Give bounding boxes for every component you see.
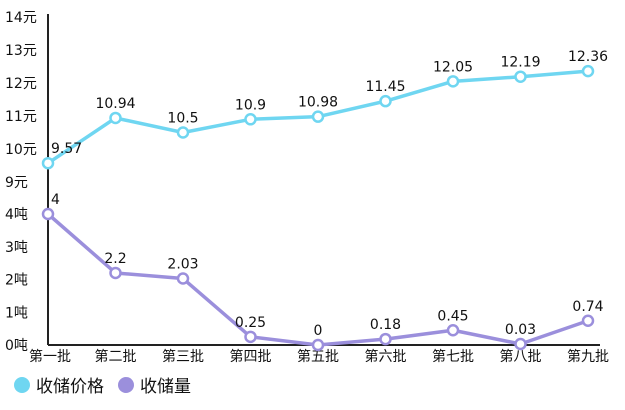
y-tick-label-volume: 2吨 bbox=[5, 273, 28, 289]
data-label: 0.18 bbox=[370, 317, 401, 333]
x-tick-label: 第一批 bbox=[29, 348, 71, 365]
x-tick-label: 第七批 bbox=[432, 348, 474, 365]
data-point[interactable] bbox=[379, 94, 392, 108]
data-point[interactable] bbox=[446, 75, 460, 88]
data-point[interactable] bbox=[244, 113, 257, 126]
data-label: 11.45 bbox=[365, 79, 405, 95]
legend-swatch-volume bbox=[118, 376, 134, 393]
x-tick-label: 第三批 bbox=[162, 348, 204, 365]
data-label: 0.74 bbox=[572, 299, 603, 315]
data-label: 0 bbox=[314, 323, 323, 339]
data-label: 0.03 bbox=[505, 322, 536, 338]
data-label: 0.25 bbox=[235, 315, 266, 331]
legend-label-price: 收储价格 bbox=[36, 377, 104, 397]
data-point[interactable] bbox=[581, 64, 595, 78]
y-tick-label-volume: 1吨 bbox=[5, 305, 28, 321]
y-tick-label-volume: 4吨 bbox=[5, 207, 28, 223]
legend-item-volume[interactable]: 收储量 bbox=[118, 372, 191, 397]
data-label: 12.36 bbox=[568, 49, 608, 65]
y-tick-label-volume: 0吨 bbox=[5, 338, 28, 354]
x-tick-label: 第四批 bbox=[230, 348, 272, 365]
data-point[interactable] bbox=[379, 332, 392, 346]
data-point[interactable] bbox=[514, 337, 527, 351]
y-tick-label-price: 10元 bbox=[5, 142, 37, 158]
data-point[interactable] bbox=[446, 324, 460, 337]
x-tick-label: 第二批 bbox=[95, 348, 137, 365]
data-label: 2.03 bbox=[167, 257, 198, 273]
data-point[interactable] bbox=[41, 156, 55, 170]
legend-swatch-price bbox=[14, 376, 30, 393]
x-tick-label: 第八批 bbox=[500, 348, 542, 365]
data-point[interactable] bbox=[514, 70, 527, 83]
data-point[interactable] bbox=[176, 272, 190, 285]
data-point[interactable] bbox=[244, 330, 257, 344]
data-label: 0.45 bbox=[437, 308, 468, 324]
legend-item-price[interactable]: 收储价格 bbox=[14, 372, 104, 397]
x-tick-label: 第九批 bbox=[567, 348, 609, 365]
data-label: 10.98 bbox=[298, 95, 338, 111]
y-tick-label-price: 14元 bbox=[5, 10, 37, 26]
legend: 收储价格 收储量 bbox=[14, 372, 205, 397]
data-point[interactable] bbox=[176, 126, 190, 139]
data-label: 10.5 bbox=[167, 111, 198, 127]
data-point[interactable] bbox=[311, 110, 325, 123]
series-layer: 9.57 10.94 10.5 10.9 10.98 11.45 12.05 12.19 12.… bbox=[41, 49, 608, 352]
y-tick-label-price: 9元 bbox=[5, 175, 28, 191]
data-point[interactable] bbox=[109, 266, 122, 280]
y-tick-label-price: 11元 bbox=[5, 109, 37, 125]
data-label: 4 bbox=[51, 192, 60, 208]
data-label: 10.9 bbox=[235, 97, 266, 113]
y-tick-label-price: 12元 bbox=[5, 76, 37, 92]
data-label: 12.05 bbox=[433, 59, 473, 75]
data-point[interactable] bbox=[311, 338, 325, 352]
data-point[interactable] bbox=[581, 314, 595, 328]
legend-label-volume: 收储量 bbox=[140, 377, 191, 397]
data-label: 10.94 bbox=[95, 96, 135, 112]
data-label: 2.2 bbox=[104, 251, 126, 267]
data-label: 9.57 bbox=[51, 141, 82, 157]
y-tick-label-price: 13元 bbox=[5, 43, 37, 59]
y-tick-label-volume: 3吨 bbox=[5, 240, 28, 256]
x-tick-label: 第五批 bbox=[297, 348, 339, 365]
data-point[interactable] bbox=[41, 207, 55, 221]
data-point[interactable] bbox=[109, 111, 122, 125]
data-label: 12.19 bbox=[500, 55, 540, 71]
x-tick-label: 第六批 bbox=[365, 348, 407, 365]
